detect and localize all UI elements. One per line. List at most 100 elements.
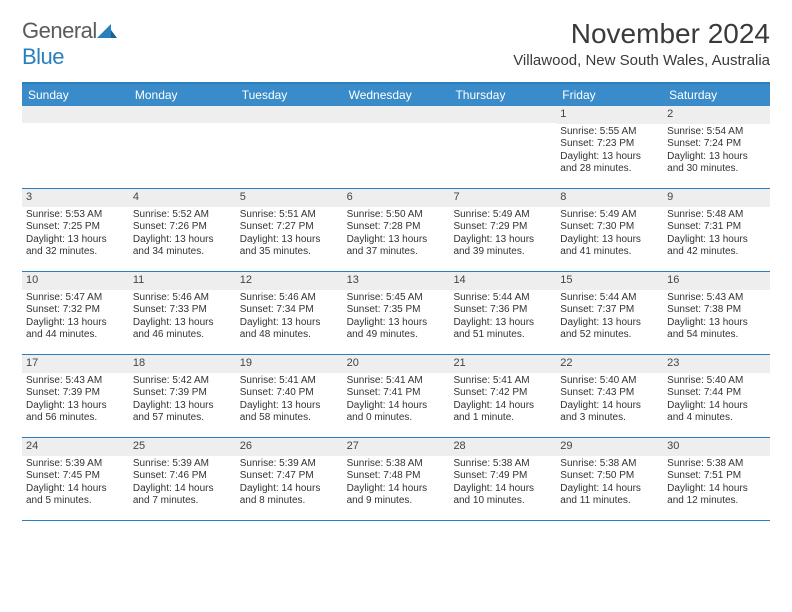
sunset-text: Sunset: 7:30 PM — [560, 221, 659, 234]
day-cell: 20Sunrise: 5:41 AMSunset: 7:41 PMDayligh… — [343, 355, 450, 437]
sunrise-text: Sunrise: 5:42 AM — [133, 375, 232, 388]
daylight-text: Daylight: 14 hours and 8 minutes. — [240, 483, 339, 508]
day-cell: 10Sunrise: 5:47 AMSunset: 7:32 PMDayligh… — [22, 272, 129, 354]
day-cell — [129, 106, 236, 188]
daylight-text: Daylight: 14 hours and 1 minute. — [453, 400, 552, 425]
sunset-text: Sunset: 7:39 PM — [133, 387, 232, 400]
day-body: Sunrise: 5:39 AMSunset: 7:45 PMDaylight:… — [22, 456, 129, 512]
daylight-text: Daylight: 14 hours and 9 minutes. — [347, 483, 446, 508]
sunset-text: Sunset: 7:50 PM — [560, 470, 659, 483]
daylight-text: Daylight: 13 hours and 56 minutes. — [26, 400, 125, 425]
sunrise-text: Sunrise: 5:40 AM — [667, 375, 766, 388]
weekday-header: Thursday — [449, 84, 556, 106]
header: GeneralBlue November 2024 Villawood, New… — [22, 18, 770, 70]
sunrise-text: Sunrise: 5:41 AM — [453, 375, 552, 388]
day-body: Sunrise: 5:51 AMSunset: 7:27 PMDaylight:… — [236, 207, 343, 263]
day-cell: 12Sunrise: 5:46 AMSunset: 7:34 PMDayligh… — [236, 272, 343, 354]
day-number: 7 — [449, 189, 556, 207]
sunrise-text: Sunrise: 5:44 AM — [453, 292, 552, 305]
day-cell: 21Sunrise: 5:41 AMSunset: 7:42 PMDayligh… — [449, 355, 556, 437]
sunrise-text: Sunrise: 5:38 AM — [347, 458, 446, 471]
day-cell: 27Sunrise: 5:38 AMSunset: 7:48 PMDayligh… — [343, 438, 450, 520]
sunset-text: Sunset: 7:47 PM — [240, 470, 339, 483]
daylight-text: Daylight: 13 hours and 48 minutes. — [240, 317, 339, 342]
sunset-text: Sunset: 7:25 PM — [26, 221, 125, 234]
day-cell: 16Sunrise: 5:43 AMSunset: 7:38 PMDayligh… — [663, 272, 770, 354]
day-number: 24 — [22, 438, 129, 456]
daylight-text: Daylight: 14 hours and 4 minutes. — [667, 400, 766, 425]
week-row: 1Sunrise: 5:55 AMSunset: 7:23 PMDaylight… — [22, 106, 770, 189]
daylight-text: Daylight: 14 hours and 0 minutes. — [347, 400, 446, 425]
sunset-text: Sunset: 7:33 PM — [133, 304, 232, 317]
day-number: 13 — [343, 272, 450, 290]
day-body: Sunrise: 5:46 AMSunset: 7:34 PMDaylight:… — [236, 290, 343, 346]
sunset-text: Sunset: 7:36 PM — [453, 304, 552, 317]
day-number: 4 — [129, 189, 236, 207]
sunset-text: Sunset: 7:35 PM — [347, 304, 446, 317]
day-number: 30 — [663, 438, 770, 456]
day-number — [236, 106, 343, 123]
day-number: 6 — [343, 189, 450, 207]
sunrise-text: Sunrise: 5:52 AM — [133, 209, 232, 222]
week-row: 10Sunrise: 5:47 AMSunset: 7:32 PMDayligh… — [22, 272, 770, 355]
week-row: 3Sunrise: 5:53 AMSunset: 7:25 PMDaylight… — [22, 189, 770, 272]
day-number: 19 — [236, 355, 343, 373]
day-body: Sunrise: 5:48 AMSunset: 7:31 PMDaylight:… — [663, 207, 770, 263]
day-cell: 2Sunrise: 5:54 AMSunset: 7:24 PMDaylight… — [663, 106, 770, 188]
day-cell — [236, 106, 343, 188]
sunrise-text: Sunrise: 5:45 AM — [347, 292, 446, 305]
sunset-text: Sunset: 7:45 PM — [26, 470, 125, 483]
day-number: 9 — [663, 189, 770, 207]
day-cell: 15Sunrise: 5:44 AMSunset: 7:37 PMDayligh… — [556, 272, 663, 354]
sunset-text: Sunset: 7:43 PM — [560, 387, 659, 400]
day-number: 26 — [236, 438, 343, 456]
day-body: Sunrise: 5:39 AMSunset: 7:46 PMDaylight:… — [129, 456, 236, 512]
sunset-text: Sunset: 7:46 PM — [133, 470, 232, 483]
day-number: 11 — [129, 272, 236, 290]
sunrise-text: Sunrise: 5:53 AM — [26, 209, 125, 222]
sunset-text: Sunset: 7:48 PM — [347, 470, 446, 483]
sunset-text: Sunset: 7:51 PM — [667, 470, 766, 483]
daylight-text: Daylight: 13 hours and 49 minutes. — [347, 317, 446, 342]
daylight-text: Daylight: 14 hours and 12 minutes. — [667, 483, 766, 508]
daylight-text: Daylight: 13 hours and 32 minutes. — [26, 234, 125, 259]
sunrise-text: Sunrise: 5:46 AM — [133, 292, 232, 305]
daylight-text: Daylight: 13 hours and 41 minutes. — [560, 234, 659, 259]
weekday-header-row: Sunday Monday Tuesday Wednesday Thursday… — [22, 84, 770, 106]
sunset-text: Sunset: 7:44 PM — [667, 387, 766, 400]
sunset-text: Sunset: 7:27 PM — [240, 221, 339, 234]
day-body: Sunrise: 5:41 AMSunset: 7:42 PMDaylight:… — [449, 373, 556, 429]
day-body: Sunrise: 5:49 AMSunset: 7:29 PMDaylight:… — [449, 207, 556, 263]
sunset-text: Sunset: 7:41 PM — [347, 387, 446, 400]
day-cell: 13 Sunrise: 5:45 AMSunset: 7:35 PMDayligh… — [343, 272, 450, 354]
location: Villawood, New South Wales, Australia — [513, 52, 770, 69]
sunrise-text: Sunrise: 5:46 AM — [240, 292, 339, 305]
day-cell: 4Sunrise: 5:52 AMSunset: 7:26 PMDaylight… — [129, 189, 236, 271]
daylight-text: Daylight: 13 hours and 30 minutes. — [667, 151, 766, 176]
day-body: Sunrise: 5:43 AMSunset: 7:38 PMDaylight:… — [663, 290, 770, 346]
daylight-text: Daylight: 14 hours and 10 minutes. — [453, 483, 552, 508]
sunrise-text: Sunrise: 5:41 AM — [240, 375, 339, 388]
calendar: Sunday Monday Tuesday Wednesday Thursday… — [22, 82, 770, 521]
daylight-text: Daylight: 13 hours and 52 minutes. — [560, 317, 659, 342]
daylight-text: Daylight: 13 hours and 51 minutes. — [453, 317, 552, 342]
sunset-text: Sunset: 7:40 PM — [240, 387, 339, 400]
daylight-text: Daylight: 13 hours and 34 minutes. — [133, 234, 232, 259]
logo-word2: Blue — [22, 44, 64, 69]
day-body: Sunrise: 5:41 AMSunset: 7:41 PMDaylight:… — [343, 373, 450, 429]
day-cell: 17Sunrise: 5:43 AMSunset: 7:39 PMDayligh… — [22, 355, 129, 437]
day-number: 8 — [556, 189, 663, 207]
day-number: 27 — [343, 438, 450, 456]
day-number: 22 — [556, 355, 663, 373]
sunset-text: Sunset: 7:34 PM — [240, 304, 339, 317]
day-cell: 28Sunrise: 5:38 AMSunset: 7:49 PMDayligh… — [449, 438, 556, 520]
day-number: 2 — [663, 106, 770, 124]
title-block: November 2024 Villawood, New South Wales… — [513, 18, 770, 69]
day-body: Sunrise: 5:50 AMSunset: 7:28 PMDaylight:… — [343, 207, 450, 263]
day-number — [129, 106, 236, 123]
day-body: Sunrise: 5:38 AMSunset: 7:48 PMDaylight:… — [343, 456, 450, 512]
sunrise-text: Sunrise: 5:44 AM — [560, 292, 659, 305]
day-number — [343, 106, 450, 123]
day-number: 12 — [236, 272, 343, 290]
sunset-text: Sunset: 7:23 PM — [560, 138, 659, 151]
